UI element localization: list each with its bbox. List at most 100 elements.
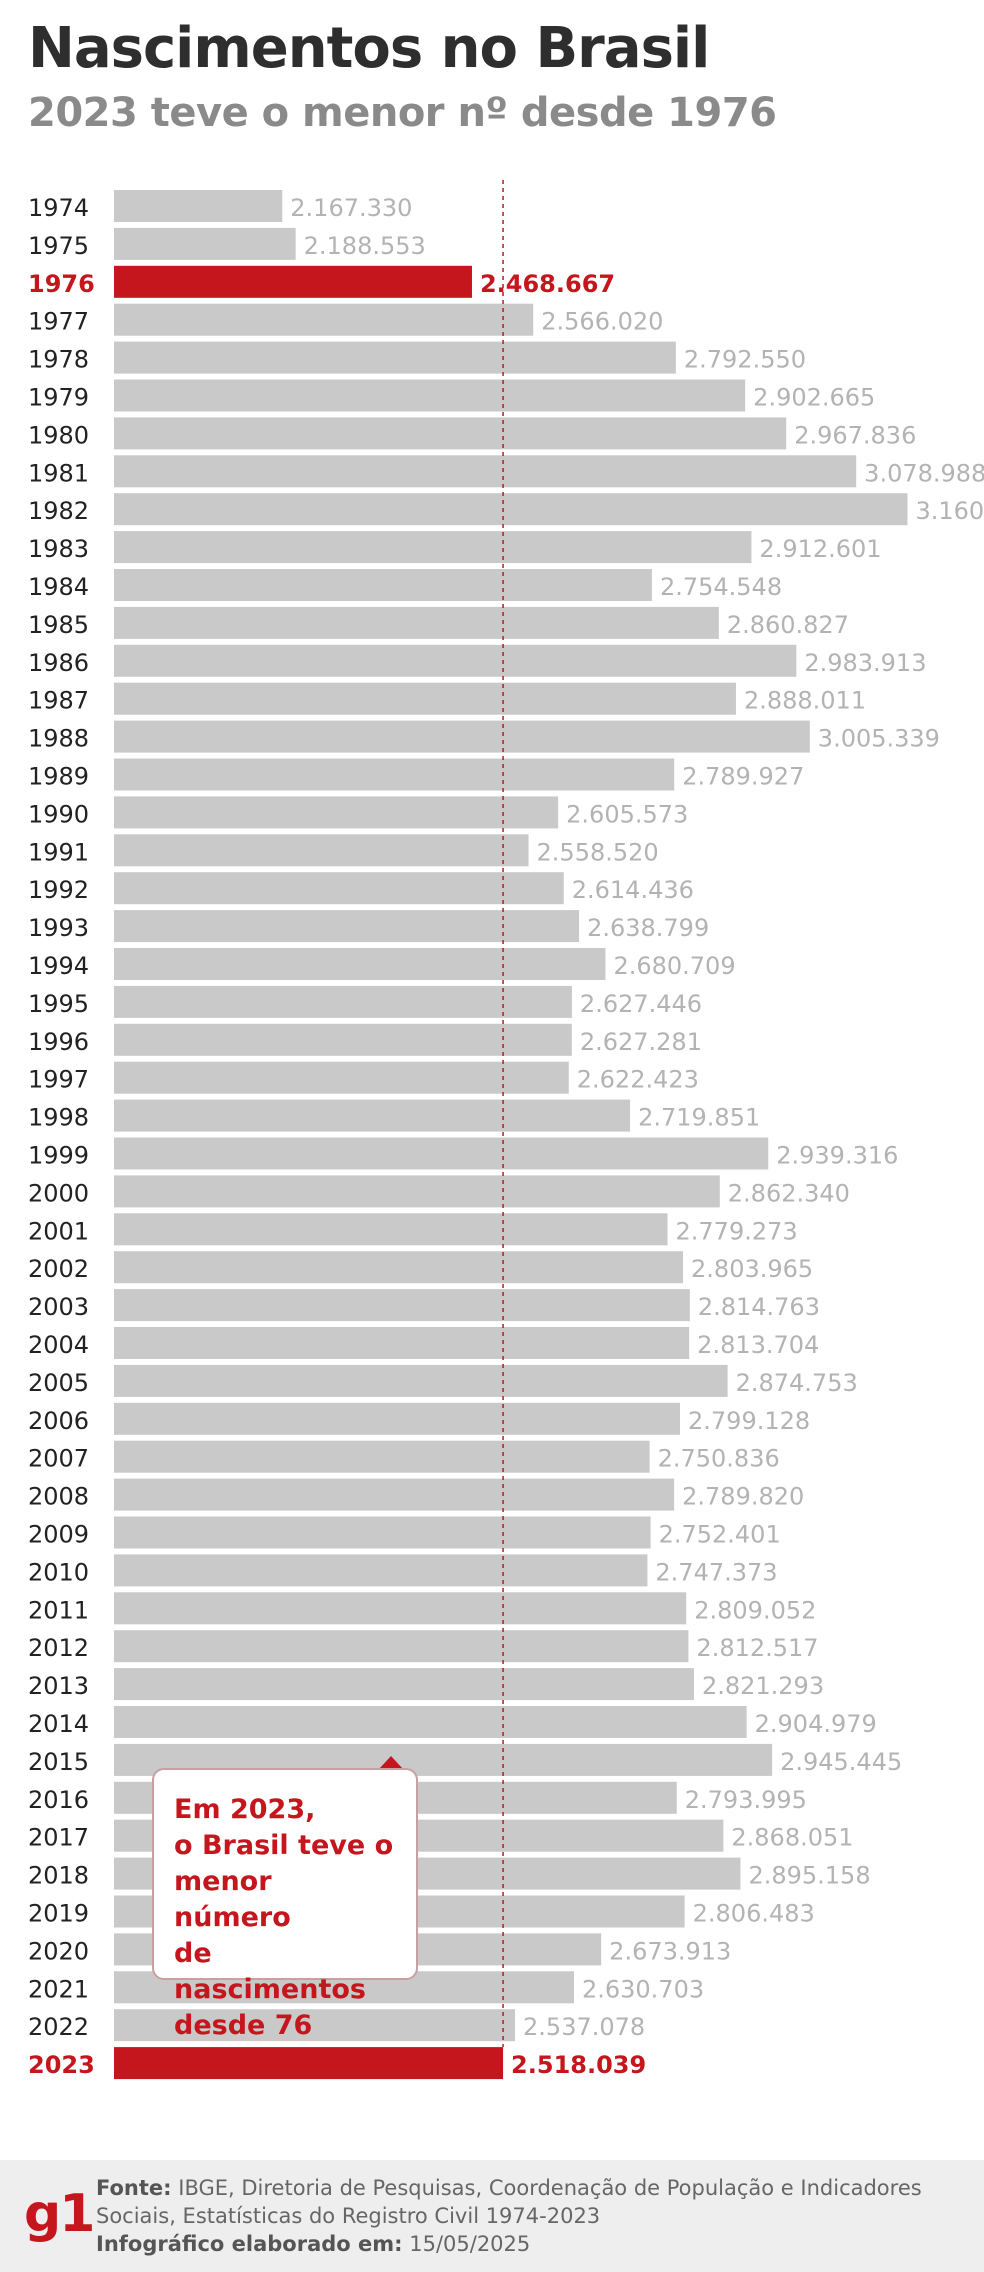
bar — [114, 1630, 689, 1663]
value-label: 2.967.836 — [794, 421, 916, 449]
bar — [114, 834, 529, 867]
year-label: 1974 — [28, 194, 89, 222]
callout-line: de nascimentos — [174, 1938, 366, 2005]
year-label: 2017 — [28, 1824, 89, 1852]
value-label: 2.537.078 — [523, 2013, 645, 2041]
bar — [114, 493, 908, 526]
year-label: 2012 — [28, 1634, 89, 1662]
value-label: 2.799.128 — [688, 1407, 810, 1435]
year-label: 2014 — [28, 1710, 89, 1738]
year-label: 1979 — [28, 384, 89, 412]
value-label: 3.005.339 — [818, 725, 940, 753]
year-label: 1986 — [28, 649, 89, 677]
year-label: 2013 — [28, 1672, 89, 1700]
year-label: 2020 — [28, 1937, 89, 1965]
value-label: 2.614.436 — [572, 876, 694, 904]
year-label: 2006 — [28, 1407, 89, 1435]
bar — [114, 379, 746, 412]
year-label: 1989 — [28, 763, 89, 791]
year-label: 1985 — [28, 611, 89, 639]
bar — [114, 1099, 631, 1132]
date-text: 15/05/2025 — [409, 2232, 531, 2256]
bar — [114, 569, 652, 601]
year-label: 2011 — [28, 1596, 89, 1624]
year-label: 2016 — [28, 1786, 89, 1814]
year-label: 1992 — [28, 876, 89, 904]
year-label: 2003 — [28, 1293, 89, 1321]
year-label: 1988 — [28, 725, 89, 753]
value-label: 2.566.020 — [541, 308, 663, 336]
callout-line: desde 76 — [174, 2010, 313, 2041]
bar — [114, 1402, 681, 1435]
bar — [114, 796, 559, 829]
value-label: 2.719.851 — [638, 1104, 760, 1132]
footer: g1 Fonte: IBGE, Diretoria de Pesquisas, … — [0, 2160, 984, 2272]
bar — [114, 190, 283, 222]
bar — [114, 948, 606, 980]
bar — [114, 644, 797, 677]
g1-logo: g1 — [24, 2184, 95, 2244]
value-label: 2.895.158 — [748, 1862, 870, 1890]
chart-subtitle: 2023 teve o menor nº desde 1976 — [28, 90, 777, 136]
year-label: 1997 — [28, 1066, 89, 1094]
bar — [114, 1440, 650, 1473]
bar — [114, 341, 676, 374]
value-label: 2.789.927 — [682, 763, 804, 791]
year-label: 1980 — [28, 421, 89, 449]
bar — [114, 1327, 690, 1359]
value-label: 2.468.667 — [480, 270, 615, 298]
value-label: 2.167.330 — [290, 194, 412, 222]
year-label: 2022 — [28, 2013, 89, 2041]
bar — [114, 1023, 572, 1056]
value-label: 2.821.293 — [702, 1672, 824, 1700]
value-label: 2.809.052 — [694, 1596, 816, 1624]
year-label: 1983 — [28, 535, 89, 563]
value-label: 2.188.553 — [304, 232, 426, 260]
value-label: 2.983.913 — [804, 649, 926, 677]
callout-line: menor número — [174, 1866, 291, 1933]
value-label: 2.868.051 — [731, 1824, 853, 1852]
value-label: 2.752.401 — [659, 1521, 781, 1549]
callout-box: Em 2023, o Brasil teve o menor número de… — [152, 1768, 418, 2041]
bar — [114, 455, 857, 488]
year-label: 1981 — [28, 459, 89, 487]
year-label: 1978 — [28, 346, 89, 374]
value-label: 2.605.573 — [566, 800, 688, 828]
bar — [114, 1592, 687, 1625]
source-text: IBGE, Diretoria de Pesquisas, Coordenaçã… — [96, 2176, 922, 2228]
source-label: Fonte: — [96, 2176, 172, 2200]
year-label: 2023 — [28, 2051, 95, 2079]
value-label: 2.630.703 — [582, 1975, 704, 2003]
value-label: 2.814.763 — [698, 1293, 820, 1321]
bar — [114, 758, 675, 791]
year-label: 1996 — [28, 1028, 89, 1056]
value-label: 3.078.988 — [864, 459, 984, 487]
value-label: 2.813.704 — [697, 1331, 819, 1359]
value-label: 2.803.965 — [691, 1255, 813, 1283]
value-label: 2.874.753 — [736, 1369, 858, 1397]
value-label: 2.888.011 — [744, 687, 866, 715]
value-label: 2.792.550 — [684, 346, 806, 374]
value-label: 2.812.517 — [696, 1634, 818, 1662]
value-label: 2.622.423 — [577, 1066, 699, 1094]
value-label: 2.627.281 — [580, 1028, 702, 1056]
year-label: 2007 — [28, 1445, 89, 1473]
year-label: 1977 — [28, 308, 89, 336]
bar — [114, 1137, 769, 1170]
year-label: 2010 — [28, 1558, 89, 1586]
value-label: 2.939.316 — [776, 1142, 898, 1170]
value-label: 2.862.340 — [728, 1179, 850, 1207]
bar — [114, 1289, 690, 1322]
year-label: 1998 — [28, 1104, 89, 1132]
callout-line: o Brasil teve o — [174, 1830, 394, 1861]
bar — [114, 2047, 504, 2080]
value-label: 3.160.449 — [915, 497, 984, 525]
bar — [114, 1478, 675, 1511]
bar — [114, 910, 580, 943]
year-label: 1993 — [28, 914, 89, 942]
bar — [114, 227, 296, 260]
bar — [114, 872, 564, 905]
year-label: 2001 — [28, 1217, 89, 1245]
bar-chart: 1974 2.167.330 1975 2.188.553 1976 2.468.667 1… — [28, 180, 984, 2080]
bar — [114, 1175, 720, 1208]
